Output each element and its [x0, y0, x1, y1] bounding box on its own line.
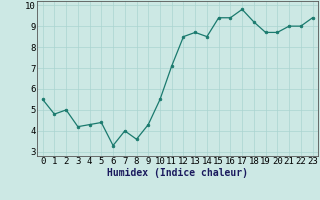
X-axis label: Humidex (Indice chaleur): Humidex (Indice chaleur)	[107, 168, 248, 178]
